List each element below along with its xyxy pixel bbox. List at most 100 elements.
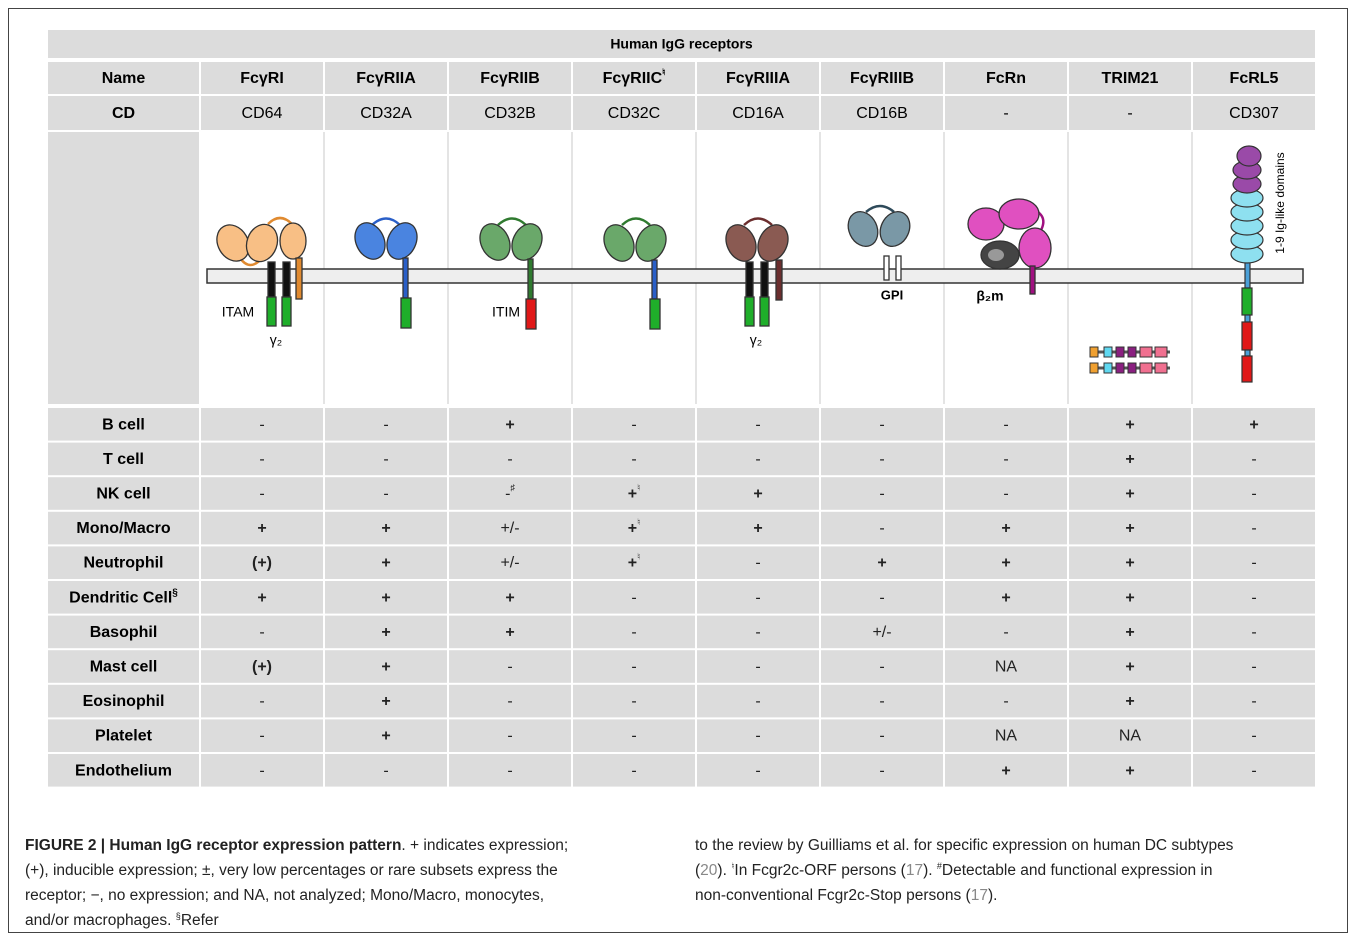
- cell-bg: [449, 132, 571, 404]
- gamma-label: γ₂: [750, 332, 762, 348]
- text: (+): [252, 659, 272, 676]
- text: +: [1125, 659, 1134, 676]
- cd-label: CD32C: [608, 105, 660, 122]
- text: -: [507, 763, 512, 780]
- text: FcγRIIIB: [850, 70, 914, 87]
- text: +: [381, 693, 390, 710]
- cell-value: -: [879, 728, 884, 745]
- cell-value: -: [1003, 417, 1008, 434]
- text: +: [1125, 417, 1134, 434]
- text: Mono/Macro: [76, 520, 170, 537]
- text: -: [879, 728, 884, 745]
- row-label: Mast cell: [90, 659, 158, 676]
- text: +: [381, 590, 390, 607]
- cell-value: -: [507, 451, 512, 468]
- row-label: Eosinophil: [83, 693, 165, 710]
- text: -: [1251, 693, 1256, 710]
- cell-value: +: [381, 520, 390, 537]
- superscript: ♮: [637, 483, 640, 493]
- text: -: [631, 659, 636, 676]
- text: -: [1251, 590, 1256, 607]
- text: -: [631, 451, 636, 468]
- cd-label: -: [1127, 105, 1132, 122]
- row-label: B cell: [102, 417, 145, 434]
- text: +: [628, 520, 637, 537]
- cell-value: -: [1251, 659, 1256, 676]
- text: -: [1251, 763, 1256, 780]
- text: +: [1125, 763, 1134, 780]
- text: +: [381, 520, 390, 537]
- cell-value: -: [755, 417, 760, 434]
- cell-value: -: [631, 763, 636, 780]
- cell-value: -: [631, 624, 636, 641]
- column-header: FcγRI: [240, 70, 284, 87]
- text: CD16A: [732, 105, 784, 122]
- caption-right: to the review by Guilliams et al. for sp…: [695, 833, 1240, 908]
- row-label: Basophil: [90, 624, 158, 641]
- cd-label: CD307: [1229, 105, 1279, 122]
- page: Human IgG receptorsNameFcγRIFcγRIIAFcγRI…: [0, 0, 1356, 941]
- cell-value: +: [1125, 520, 1134, 537]
- row-header: CD: [112, 105, 135, 122]
- cell-value: -: [1003, 624, 1008, 641]
- text: +: [381, 728, 390, 745]
- cell-value: -: [879, 659, 884, 676]
- cell-value: -: [879, 590, 884, 607]
- text: -: [1003, 624, 1008, 641]
- text: +: [1125, 624, 1134, 641]
- cell-value: +: [505, 417, 514, 434]
- text: -: [755, 451, 760, 468]
- text: -: [507, 728, 512, 745]
- cd-label: CD16A: [732, 105, 784, 122]
- figure: Human IgG receptorsNameFcγRIFcγRIIAFcγRI…: [0, 0, 1356, 941]
- cell-value: -: [259, 451, 264, 468]
- superscript: ♮: [662, 67, 665, 77]
- text: -: [631, 624, 636, 641]
- cell-value: -: [631, 659, 636, 676]
- text: FcγRIIIA: [726, 70, 790, 87]
- text: CD16B: [856, 105, 908, 122]
- cell-value: -: [383, 417, 388, 434]
- text: -: [259, 763, 264, 780]
- cell-value: +/-: [872, 624, 891, 641]
- cell-value: +: [877, 555, 886, 572]
- cell-bg: [573, 132, 695, 404]
- text: -: [1251, 451, 1256, 468]
- cell-value: +: [1001, 590, 1010, 607]
- text: -: [507, 693, 512, 710]
- text: -: [879, 451, 884, 468]
- text: -: [1003, 451, 1008, 468]
- text: -: [755, 659, 760, 676]
- cell-value: -: [1003, 693, 1008, 710]
- cell-value: +: [505, 590, 514, 607]
- text: FcγRIIC: [603, 70, 663, 87]
- column-header: FcRL5: [1230, 70, 1279, 87]
- cell-value: (+): [252, 659, 272, 676]
- cell-value: +: [1125, 624, 1134, 641]
- caption-text: Refer: [181, 912, 219, 929]
- cell-value: +: [381, 659, 390, 676]
- text: -: [383, 451, 388, 468]
- cell-value: -: [879, 451, 884, 468]
- text: +: [381, 555, 390, 572]
- cell-value: -: [1251, 590, 1256, 607]
- text: -: [755, 590, 760, 607]
- cell-value: -: [383, 486, 388, 503]
- row-label: Endothelium: [75, 763, 172, 780]
- cell-value: -: [631, 417, 636, 434]
- cell-value: NA: [1119, 728, 1142, 745]
- cell-value: -: [259, 728, 264, 745]
- text: -: [383, 486, 388, 503]
- cell-value: +: [1001, 520, 1010, 537]
- cell-value: +: [257, 590, 266, 607]
- text: -: [631, 728, 636, 745]
- column-header: FcγRIIC♮: [603, 67, 666, 87]
- cell-value: +: [381, 555, 390, 572]
- cd-label: CD16B: [856, 105, 908, 122]
- row-label: Neutrophil: [84, 555, 164, 572]
- cell-value: -: [631, 693, 636, 710]
- cell-value: -: [507, 693, 512, 710]
- cell-value: -: [755, 624, 760, 641]
- cell-value: -: [879, 417, 884, 434]
- gpi-label: GPI: [881, 287, 903, 302]
